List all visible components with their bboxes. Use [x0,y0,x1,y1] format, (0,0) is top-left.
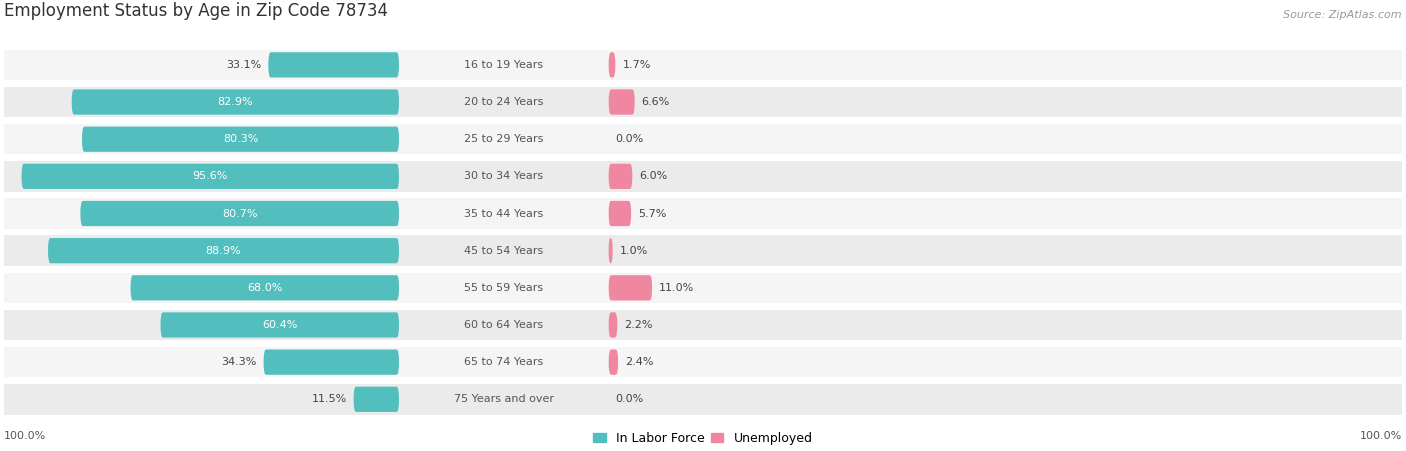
Legend: In Labor Force, Unemployed: In Labor Force, Unemployed [589,427,817,450]
Text: 60.4%: 60.4% [262,320,298,330]
FancyBboxPatch shape [72,89,399,115]
Text: 88.9%: 88.9% [205,246,242,256]
Bar [4,198,1402,229]
Text: 100.0%: 100.0% [4,431,46,441]
Bar [4,272,1402,303]
Text: 34.3%: 34.3% [221,357,256,367]
FancyBboxPatch shape [609,201,631,226]
Text: 2.2%: 2.2% [624,320,652,330]
Text: 33.1%: 33.1% [226,60,262,70]
Text: 68.0%: 68.0% [247,283,283,293]
FancyBboxPatch shape [609,89,634,115]
Text: 95.6%: 95.6% [193,171,228,181]
Text: 65 to 74 Years: 65 to 74 Years [464,357,544,367]
Bar [4,310,1402,340]
Text: 11.0%: 11.0% [659,283,695,293]
Text: 1.7%: 1.7% [623,60,651,70]
Bar [4,347,1402,377]
Text: 55 to 59 Years: 55 to 59 Years [464,283,543,293]
Text: 75 Years and over: 75 Years and over [454,394,554,404]
Bar [4,87,1402,117]
FancyBboxPatch shape [609,313,617,338]
Text: 80.7%: 80.7% [222,208,257,218]
FancyBboxPatch shape [263,350,399,375]
FancyBboxPatch shape [609,164,633,189]
Text: Employment Status by Age in Zip Code 78734: Employment Status by Age in Zip Code 787… [4,2,388,20]
Text: 30 to 34 Years: 30 to 34 Years [464,171,543,181]
Text: 25 to 29 Years: 25 to 29 Years [464,134,544,144]
FancyBboxPatch shape [80,201,399,226]
FancyBboxPatch shape [609,238,613,263]
FancyBboxPatch shape [160,313,399,338]
FancyBboxPatch shape [82,127,399,152]
Text: 11.5%: 11.5% [311,394,347,404]
Text: 20 to 24 Years: 20 to 24 Years [464,97,544,107]
FancyBboxPatch shape [269,52,399,78]
Text: 0.0%: 0.0% [616,134,644,144]
Text: 45 to 54 Years: 45 to 54 Years [464,246,544,256]
Text: 16 to 19 Years: 16 to 19 Years [464,60,543,70]
Text: 5.7%: 5.7% [638,208,666,218]
Text: 6.0%: 6.0% [640,171,668,181]
FancyBboxPatch shape [131,275,399,300]
FancyBboxPatch shape [21,164,399,189]
Text: 2.4%: 2.4% [626,357,654,367]
FancyBboxPatch shape [609,275,652,300]
Text: 35 to 44 Years: 35 to 44 Years [464,208,544,218]
Text: 60 to 64 Years: 60 to 64 Years [464,320,543,330]
Text: 100.0%: 100.0% [1360,431,1402,441]
Text: 0.0%: 0.0% [616,394,644,404]
Text: 1.0%: 1.0% [620,246,648,256]
Text: 82.9%: 82.9% [218,97,253,107]
Text: Source: ZipAtlas.com: Source: ZipAtlas.com [1284,10,1402,20]
Bar [4,124,1402,154]
Bar [4,235,1402,266]
Text: 6.6%: 6.6% [641,97,669,107]
Bar [4,384,1402,414]
FancyBboxPatch shape [609,52,616,78]
Text: 80.3%: 80.3% [222,134,259,144]
Bar [4,161,1402,192]
Bar [4,50,1402,80]
FancyBboxPatch shape [353,387,399,412]
FancyBboxPatch shape [609,350,619,375]
FancyBboxPatch shape [48,238,399,263]
